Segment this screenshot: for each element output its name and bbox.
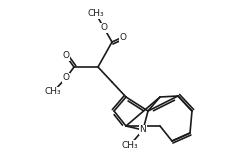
Text: CH₃: CH₃ [88,10,104,19]
Text: O: O [62,51,69,60]
Text: CH₃: CH₃ [45,88,61,97]
Text: CH₃: CH₃ [122,140,138,149]
Text: O: O [120,33,127,42]
Text: N: N [140,125,146,134]
Text: O: O [100,24,107,33]
Text: O: O [62,73,69,82]
